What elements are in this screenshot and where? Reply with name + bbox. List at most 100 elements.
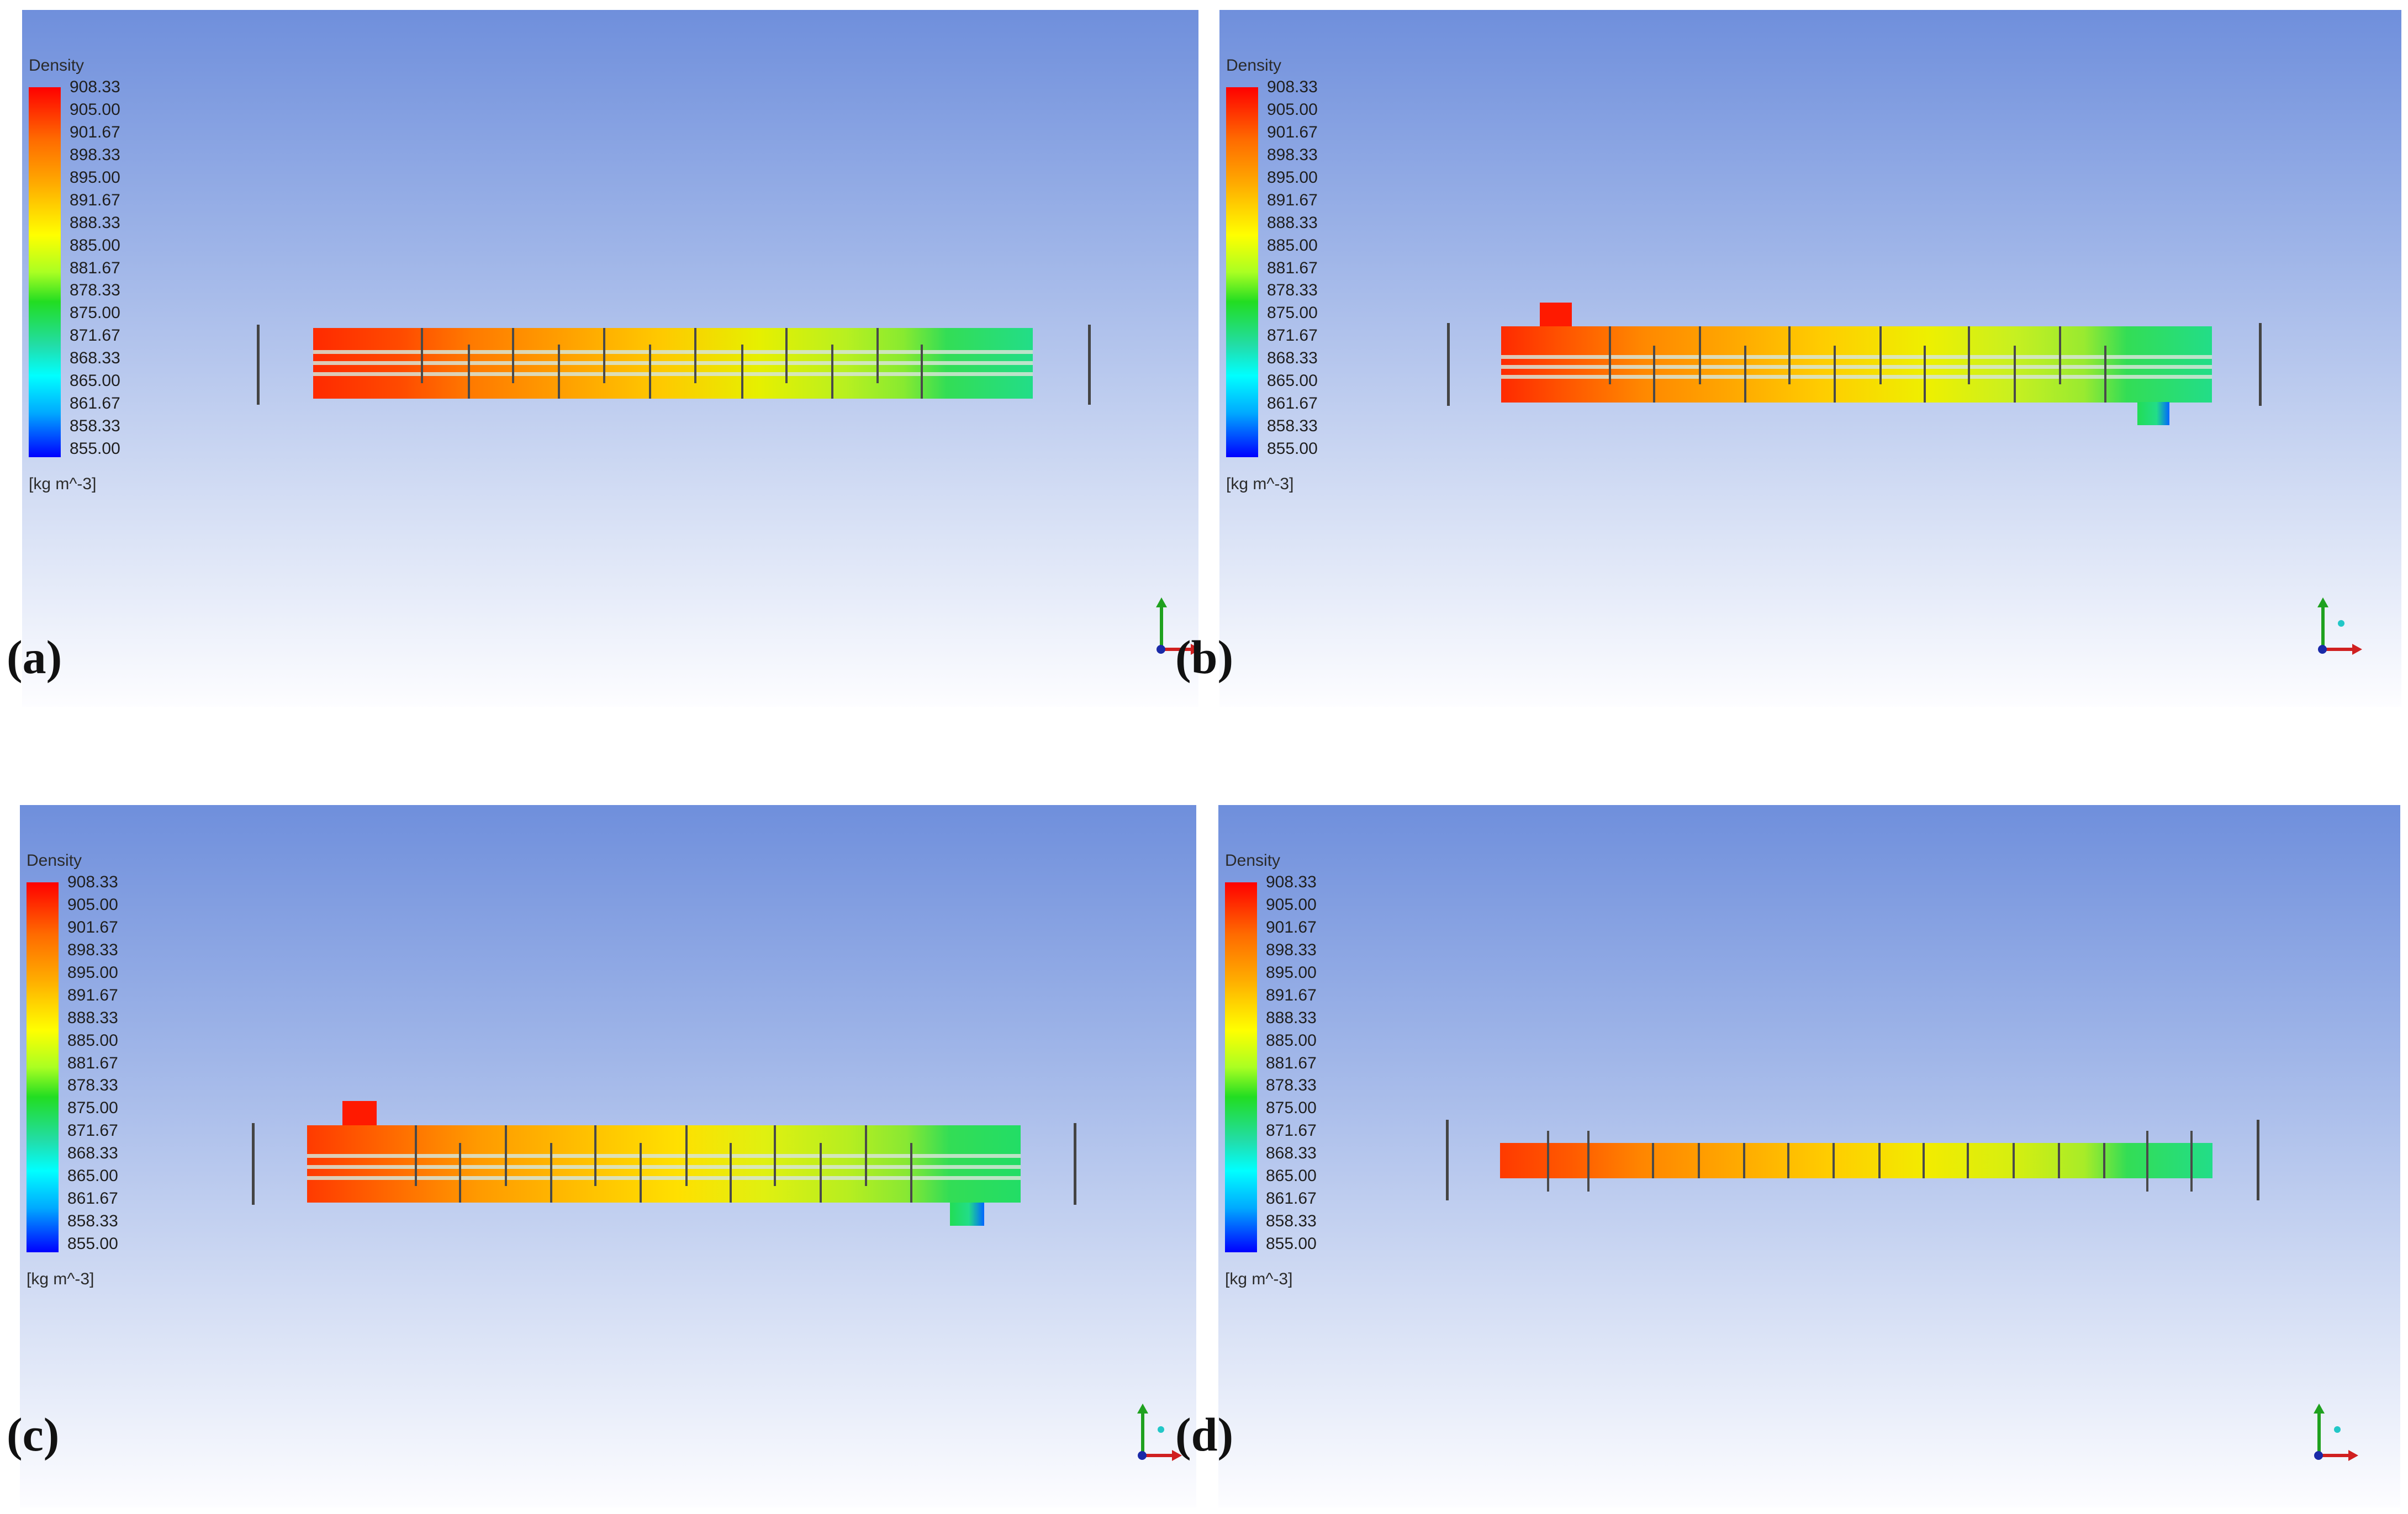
baffle (1879, 326, 1882, 384)
axis-triad-icon (1149, 595, 1198, 656)
legend-tick: 871.67 (1266, 1121, 1317, 1140)
legend-color-bar (29, 87, 61, 457)
end-plate-right (1074, 1123, 1076, 1205)
tube-row (307, 1176, 1021, 1180)
baffle (1653, 346, 1655, 403)
baffle (2013, 1143, 2015, 1178)
legend-tick: 878.33 (1267, 281, 1318, 300)
legend-tick: 871.67 (1267, 326, 1318, 345)
legend-unit: [kg m^-3] (29, 475, 97, 493)
baffle (1878, 1143, 1881, 1178)
legend-tick: 861.67 (1267, 394, 1318, 413)
baffle (1547, 1131, 1549, 1192)
legend-tick: 891.67 (1266, 986, 1317, 1004)
legend-title: Density (1226, 56, 1282, 75)
legend-tick: 901.67 (70, 123, 120, 141)
legend-tick: 861.67 (1266, 1189, 1317, 1208)
density-outlet-nozzle (950, 1203, 984, 1226)
baffle (2058, 1143, 2060, 1178)
legend-tick: 865.00 (67, 1167, 118, 1185)
baffle (876, 328, 879, 383)
legend-tick: 881.67 (70, 258, 120, 277)
legend-tick: 881.67 (1266, 1054, 1317, 1072)
density-contour-shell (307, 1125, 1021, 1203)
density-inlet-nozzle (342, 1101, 377, 1129)
legend-tick: 875.00 (70, 304, 120, 322)
baffle (1788, 326, 1791, 384)
baffle (741, 345, 743, 399)
tube-row (1501, 365, 2212, 369)
legend-tick: 855.00 (70, 440, 120, 458)
axis-triad-icon (1130, 1401, 1182, 1462)
baffle (774, 1125, 776, 1186)
legend-unit: [kg m^-3] (1226, 475, 1294, 493)
legend-ticks: 908.33 905.00 901.67 898.33 895.00 891.6… (67, 874, 118, 1252)
legend-tick: 895.00 (70, 168, 120, 187)
baffle (505, 1125, 507, 1186)
baffle (459, 1143, 461, 1203)
legend-tick: 878.33 (1266, 1076, 1317, 1095)
legend-color-bar (27, 882, 59, 1252)
legend-tick: 885.00 (70, 236, 120, 255)
legend-ticks: 908.33 905.00 901.67 898.33 895.00 891.6… (1266, 874, 1317, 1253)
panel-label-c: (c) (7, 1408, 60, 1461)
baffle (820, 1143, 822, 1203)
legend-ticks: 908.33 905.00 901.67 898.33 895.00 891.6… (1267, 79, 1318, 458)
baffle (2104, 346, 2106, 403)
panel-label-a: (a) (7, 631, 62, 684)
baffle (1787, 1143, 1789, 1178)
tube-row (313, 372, 1033, 376)
legend-tick: 868.33 (1266, 1144, 1317, 1163)
legend-tick: 865.00 (1266, 1167, 1317, 1185)
axis-triad-icon (2310, 595, 2362, 656)
baffle (2103, 1143, 2105, 1178)
legend-tick: 875.00 (1266, 1099, 1317, 1118)
baffle (2190, 1131, 2193, 1192)
tube-row (313, 350, 1033, 354)
baffle (421, 328, 423, 383)
baffle (1587, 1131, 1590, 1192)
legend-tick: 898.33 (1267, 145, 1318, 164)
baffle (594, 1125, 596, 1186)
legend-tick: 861.67 (67, 1189, 118, 1208)
legend-tick: 901.67 (67, 918, 118, 936)
panel-c: Density 908.33 905.00 901.67 898.33 895.… (20, 805, 1196, 1507)
legend-tick: 855.00 (1266, 1235, 1317, 1253)
legend-tick: 888.33 (70, 213, 120, 232)
baffle (550, 1143, 552, 1203)
legend-tick: 901.67 (1266, 918, 1317, 936)
baffle (1609, 326, 1611, 384)
legend-tick: 885.00 (67, 1031, 118, 1050)
baffle (910, 1143, 912, 1203)
legend-tick: 888.33 (1266, 1008, 1317, 1027)
legend-tick: 908.33 (67, 873, 118, 891)
legend-unit: [kg m^-3] (27, 1270, 94, 1288)
legend-tick: 881.67 (67, 1054, 118, 1072)
legend-tick: 901.67 (1267, 123, 1318, 141)
baffle (468, 345, 470, 399)
baffle (785, 328, 788, 383)
legend-tick: 905.00 (1266, 895, 1317, 914)
end-plate-right (2259, 323, 2262, 406)
baffle (415, 1125, 417, 1186)
legend-tick: 868.33 (1267, 349, 1318, 368)
legend-tick: 885.00 (1267, 236, 1318, 255)
baffle (730, 1143, 732, 1203)
end-plate-left (257, 325, 260, 405)
baffle (1968, 326, 1970, 384)
legend-tick: 908.33 (1266, 873, 1317, 891)
legend-tick: 875.00 (67, 1099, 118, 1118)
baffle (1923, 1143, 1925, 1178)
panel-label-d: (d) (1175, 1408, 1234, 1461)
legend-tick: 855.00 (1267, 440, 1318, 458)
baffle (1699, 326, 1701, 384)
legend-tick: 895.00 (1266, 963, 1317, 982)
legend-tick: 861.67 (70, 394, 120, 413)
tube-row (307, 1154, 1021, 1158)
baffle (2014, 346, 2016, 403)
baffle (2146, 1131, 2148, 1192)
legend-tick: 878.33 (70, 281, 120, 300)
legend-tick: 881.67 (1267, 258, 1318, 277)
legend-tick: 898.33 (70, 145, 120, 164)
axis-triad-icon (2306, 1401, 2358, 1462)
